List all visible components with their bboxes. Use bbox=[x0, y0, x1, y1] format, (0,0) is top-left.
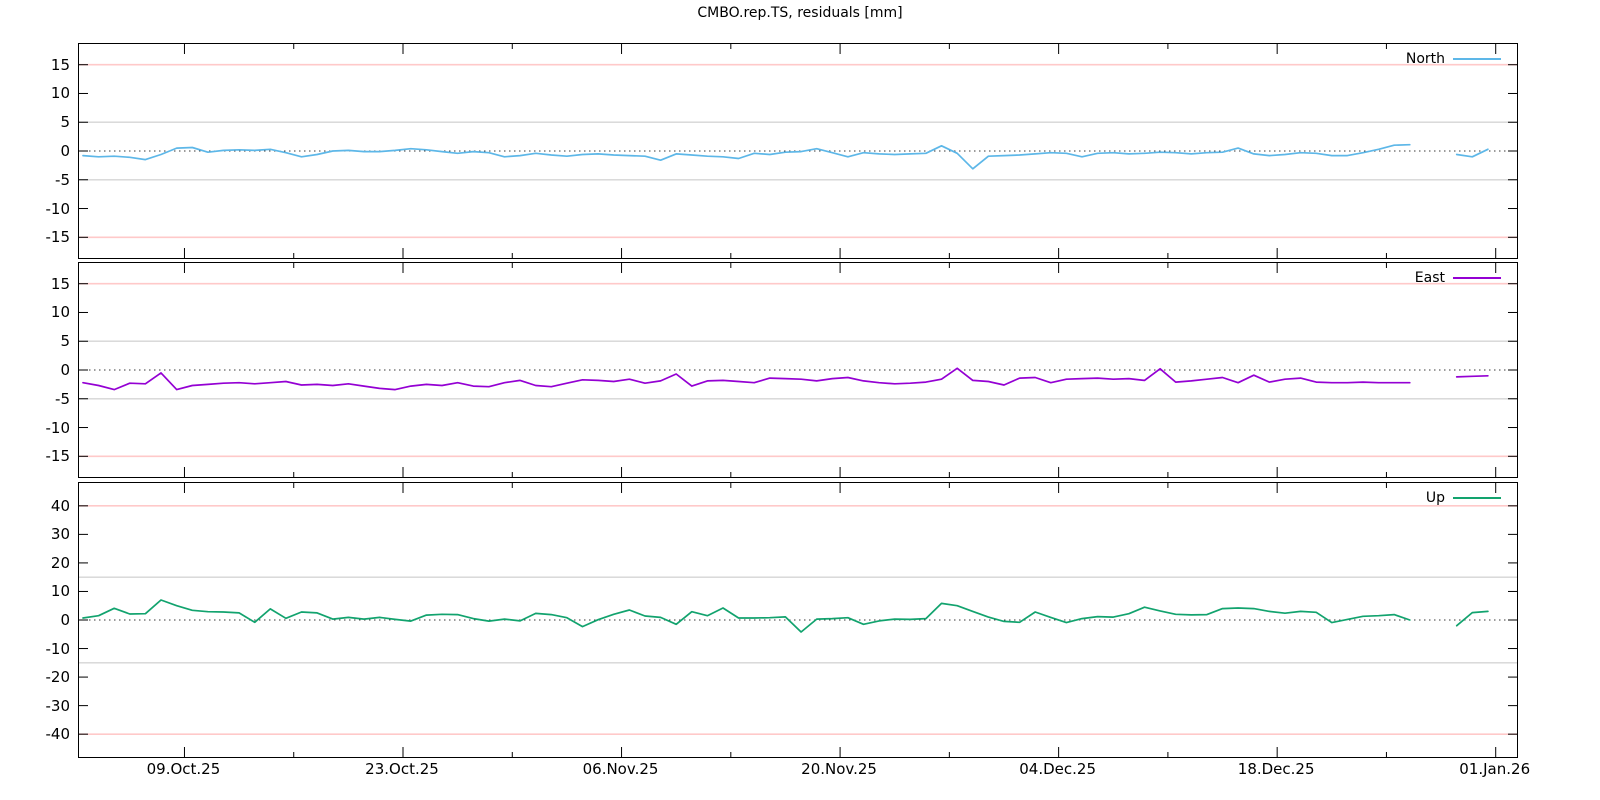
north-series-line bbox=[1455, 148, 1489, 158]
east-legend-line-sample bbox=[1453, 277, 1501, 279]
y-tick-label: 20 bbox=[50, 553, 70, 572]
x-tick-label-5: 18.Dec.25 bbox=[1237, 760, 1315, 778]
north-series-line bbox=[82, 143, 1411, 170]
east-series-line bbox=[1455, 374, 1489, 378]
y-tick-label: 5 bbox=[60, 113, 70, 132]
up-legend-line-sample bbox=[1453, 497, 1501, 499]
east-legend-label: East bbox=[1414, 270, 1445, 286]
y-tick-label: 40 bbox=[50, 496, 70, 515]
east-legend: East bbox=[1341, 270, 1501, 286]
y-tick-label: 0 bbox=[60, 361, 70, 379]
east-plot-area bbox=[79, 263, 1517, 477]
up-legend-label: Up bbox=[1425, 490, 1445, 506]
up-legend: Up bbox=[1341, 490, 1501, 506]
y-tick-label: 15 bbox=[50, 55, 70, 74]
panel-east bbox=[78, 262, 1518, 478]
x-tick-label-4: 04.Dec.25 bbox=[1019, 760, 1096, 778]
y-tick-label: -30 bbox=[45, 696, 71, 715]
y-tick-label: 0 bbox=[60, 611, 70, 629]
y-tick-label: -10 bbox=[45, 418, 71, 437]
x-tick-label-6: 01.Jan.26 bbox=[1459, 760, 1531, 778]
y-tick-label: 10 bbox=[50, 582, 70, 601]
y-tick-label: 15 bbox=[50, 274, 70, 293]
y-tick-label: 0 bbox=[60, 142, 70, 160]
y-tick-label: -5 bbox=[55, 389, 70, 408]
north-legend-label: North bbox=[1405, 51, 1445, 67]
y-tick-label: -15 bbox=[45, 447, 71, 466]
x-tick-label-2: 06.Nov.25 bbox=[582, 760, 659, 778]
y-tick-label: -10 bbox=[45, 199, 71, 218]
panel-up bbox=[78, 482, 1518, 758]
north-plot-area bbox=[79, 44, 1517, 258]
y-tick-label: -40 bbox=[45, 725, 71, 744]
north-legend: North bbox=[1341, 51, 1501, 67]
y-tick-label: -20 bbox=[45, 668, 71, 687]
x-tick-label-0: 09.Oct.25 bbox=[146, 760, 221, 778]
chart-title: CMBO.rep.TS, residuals [mm] bbox=[697, 5, 903, 21]
north-legend-line-sample bbox=[1453, 58, 1501, 60]
y-tick-label: 5 bbox=[60, 332, 70, 351]
y-tick-label: 10 bbox=[50, 303, 70, 322]
y-tick-label: 30 bbox=[50, 525, 70, 544]
x-tick-label-1: 23.Oct.25 bbox=[365, 760, 439, 778]
panel-north bbox=[78, 43, 1518, 259]
y-tick-label: 10 bbox=[50, 84, 70, 103]
east-series-line bbox=[82, 367, 1411, 391]
x-tick-label-3: 20.Nov.25 bbox=[801, 760, 877, 778]
up-series-line bbox=[1455, 610, 1489, 627]
y-tick-label: -15 bbox=[45, 228, 71, 247]
y-tick-label: -10 bbox=[45, 639, 71, 658]
up-plot-area bbox=[79, 483, 1517, 757]
y-tick-label: -5 bbox=[55, 170, 70, 189]
up-series-line bbox=[82, 599, 1411, 633]
